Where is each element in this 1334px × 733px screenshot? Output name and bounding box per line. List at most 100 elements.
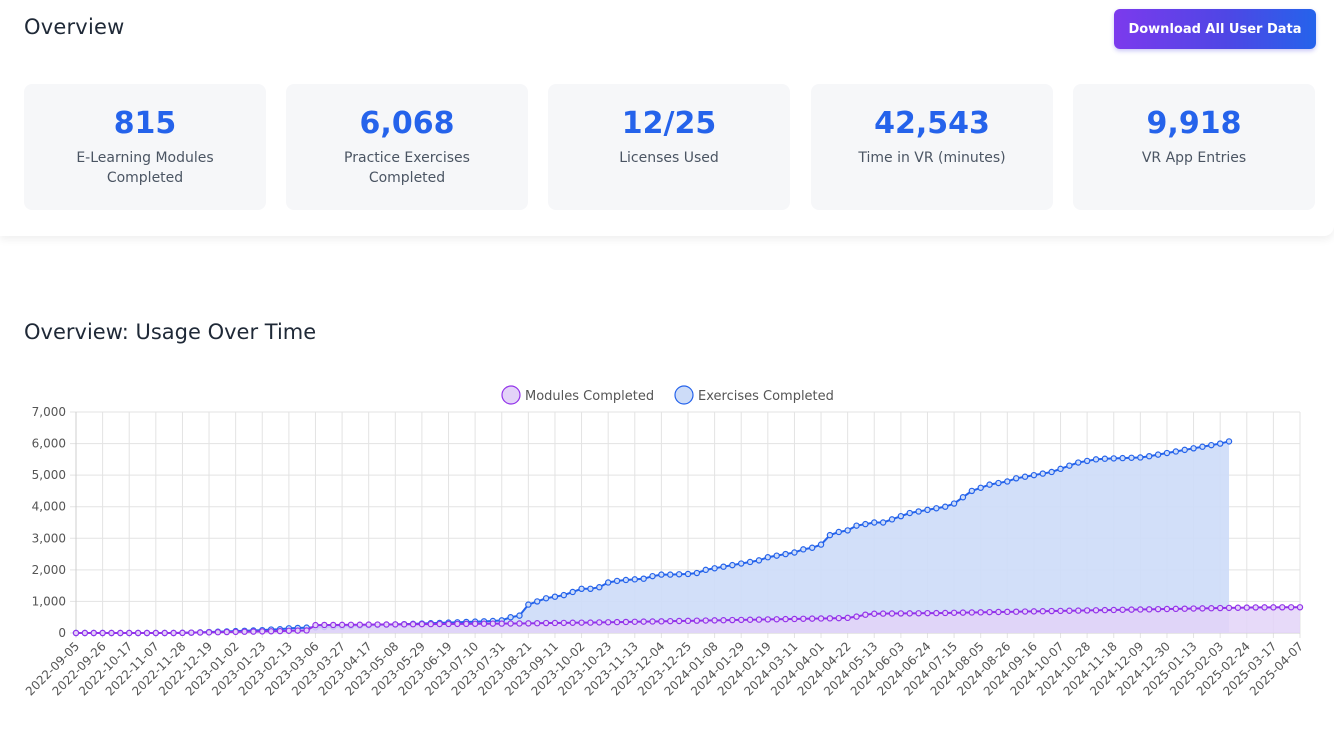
data-point: [471, 620, 479, 627]
data-point: [1021, 473, 1029, 480]
data-point: [179, 629, 186, 637]
data-point: [1252, 604, 1259, 611]
data-point: [782, 615, 789, 623]
y-tick-label: 3,000: [32, 531, 66, 545]
data-point: [1030, 608, 1038, 615]
data-point: [800, 615, 807, 622]
data-point: [205, 629, 213, 636]
data-point: [844, 527, 851, 534]
data-point: [1119, 606, 1126, 613]
data-point: [232, 628, 239, 636]
data-point: [720, 617, 727, 624]
data-point: [942, 609, 949, 617]
data-point: [631, 576, 638, 583]
legend-swatch: [674, 385, 694, 405]
data-point: [596, 584, 603, 591]
data-point: [720, 563, 727, 570]
data-point: [622, 618, 630, 626]
data-point: [888, 516, 896, 523]
data-point: [569, 588, 576, 596]
data-point: [1057, 465, 1064, 473]
data-point: [1048, 607, 1055, 615]
data-point: [117, 629, 124, 637]
stat-label: E-Learning Modules Completed: [76, 150, 214, 186]
stat-label: Time in VR (minutes): [858, 150, 1006, 166]
data-point: [294, 627, 301, 634]
data-point: [259, 628, 266, 635]
y-tick-label: 7,000: [32, 405, 66, 419]
data-point: [684, 617, 692, 625]
data-point: [675, 571, 683, 578]
data-point: [1101, 606, 1109, 614]
data-point: [1066, 462, 1073, 469]
data-point: [711, 565, 718, 572]
data-point: [170, 629, 177, 637]
data-point: [658, 571, 665, 578]
data-point: [427, 620, 434, 628]
data-point: [1199, 443, 1206, 450]
data-point: [995, 608, 1002, 616]
data-point: [463, 620, 470, 628]
data-point: [1279, 604, 1286, 611]
data-point: [303, 627, 310, 634]
data-point: [383, 621, 390, 628]
data-point: [738, 616, 745, 624]
data-point: [862, 520, 869, 528]
data-point: [1004, 608, 1011, 616]
data-point: [729, 616, 736, 624]
data-point: [924, 506, 931, 514]
data-point: [1092, 456, 1100, 463]
data-point: [267, 628, 275, 635]
legend-label: Exercises Completed: [698, 389, 834, 404]
download-all-user-data-button[interactable]: Download All User Data: [1114, 9, 1316, 49]
data-point: [1075, 459, 1082, 466]
data-point: [933, 505, 940, 512]
data-point: [1234, 604, 1242, 611]
data-point: [835, 614, 842, 622]
data-point: [1039, 608, 1046, 615]
data-point: [986, 481, 993, 488]
data-point: [915, 610, 922, 617]
data-point: [365, 621, 372, 628]
data-point: [507, 620, 514, 627]
data-point: [782, 550, 789, 558]
data-point: [525, 601, 532, 608]
y-tick-label: 1,000: [32, 594, 66, 608]
data-point: [773, 616, 780, 623]
series-area: [76, 441, 1230, 633]
data-point: [1057, 607, 1064, 615]
data-point: [835, 528, 842, 536]
data-point: [755, 557, 763, 564]
data-point: [214, 629, 222, 636]
data-point: [871, 610, 878, 617]
stat-card-licenses: 12/25 Licenses Used: [548, 84, 790, 210]
data-point: [551, 593, 559, 600]
data-point: [1083, 457, 1091, 465]
data-point: [755, 616, 763, 623]
data-point: [649, 572, 656, 580]
data-point: [808, 544, 816, 551]
data-point: [1243, 604, 1250, 611]
data-point: [649, 618, 656, 625]
data-point: [1296, 604, 1304, 611]
data-point: [1075, 607, 1082, 614]
y-tick-label: 6,000: [32, 437, 66, 451]
data-point: [1004, 478, 1011, 485]
data-point: [1012, 608, 1020, 615]
data-point: [667, 571, 674, 578]
data-point: [1208, 441, 1215, 449]
data-point: [817, 615, 825, 622]
data-point: [534, 598, 541, 605]
usage-over-time-chart: 01,0002,0003,0004,0005,0006,0007,0002022…: [23, 385, 1306, 698]
data-point: [888, 610, 896, 617]
data-point: [959, 494, 967, 501]
data-point: [640, 575, 647, 582]
data-point: [853, 522, 860, 529]
data-point: [90, 629, 97, 637]
data-point: [400, 621, 408, 628]
data-point: [1199, 605, 1206, 612]
chart-title: Overview: Usage Over Time: [24, 320, 317, 344]
data-point: [746, 616, 754, 623]
stat-value: 12/25: [621, 106, 717, 141]
data-point: [995, 479, 1002, 487]
